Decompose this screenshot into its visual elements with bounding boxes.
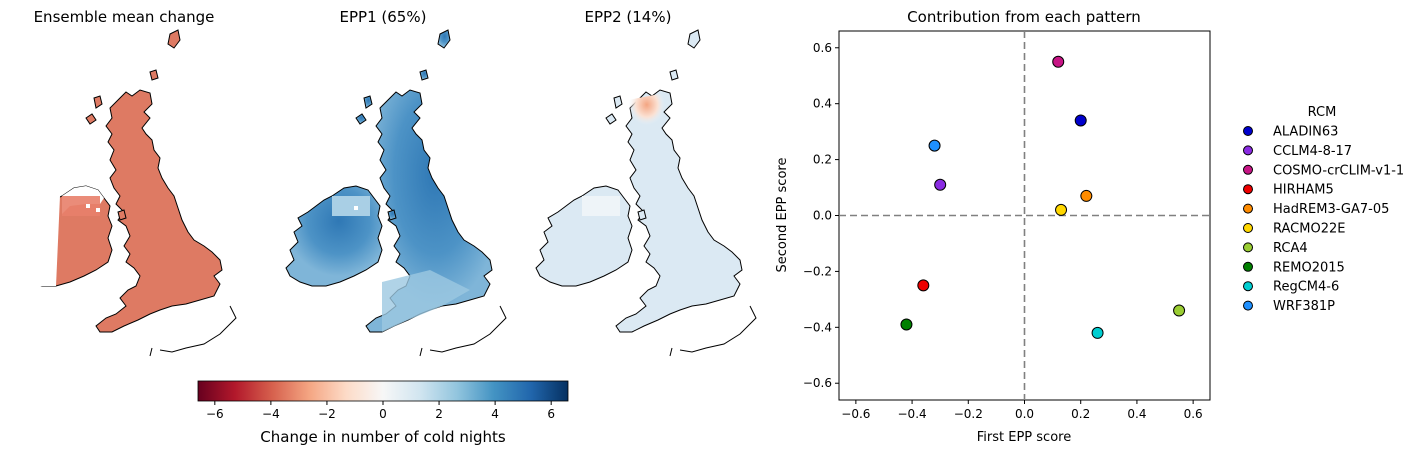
colorbar-tick-label: 4 bbox=[491, 407, 499, 421]
scatter-point-wrf381p bbox=[928, 139, 941, 152]
x-tick-label: 0.0 bbox=[1015, 407, 1034, 421]
colorbar-tick-label: 0 bbox=[379, 407, 387, 421]
x-tick-label: 0.2 bbox=[1071, 407, 1090, 421]
uk-map-ensemble-mean bbox=[14, 29, 237, 357]
x-tick-label: −0.2 bbox=[954, 407, 983, 421]
y-tick-label: −0.6 bbox=[803, 376, 832, 390]
colorbar-tick-label: 2 bbox=[435, 407, 443, 421]
legend-items: ALADIN63 CCLM4-8-17 COSMO-crCLIM-v1-1 HIRHA… bbox=[1243, 125, 1404, 314]
y-tick-label: 0.4 bbox=[813, 97, 832, 111]
legend-label: CCLM4-8-17 bbox=[1273, 144, 1352, 159]
x-tick-label: −0.6 bbox=[841, 407, 870, 421]
map-title-epp1: EPP1 (65%) bbox=[340, 8, 427, 26]
colorbar-gradient bbox=[197, 380, 569, 402]
scatter-point-remo2015 bbox=[900, 318, 913, 331]
colorbar-tick-label: 6 bbox=[547, 407, 555, 421]
colorbar-ticks: −6 −4 −2 0 2 4 6 bbox=[206, 401, 555, 421]
scatter-point-hirham5 bbox=[917, 279, 930, 292]
scatter-points bbox=[900, 55, 1186, 339]
y-tick-label: −0.2 bbox=[803, 264, 832, 278]
legend-label: COSMO-crCLIM-v1-1 bbox=[1273, 163, 1404, 178]
legend-label: RACMO22E bbox=[1273, 222, 1345, 237]
map-panel-epp2: EPP2 (14%) bbox=[535, 8, 757, 357]
scatter-point-cosmo-crclim-v1-1 bbox=[1052, 55, 1065, 68]
y-tick-label: 0.2 bbox=[813, 153, 832, 167]
colorbar: −6 −4 −2 0 2 4 6 Change in number of cold nigh… bbox=[197, 380, 569, 446]
scatter-point-cclm4-8-17 bbox=[934, 178, 947, 191]
legend-label: ALADIN63 bbox=[1273, 125, 1338, 140]
legend: RCM ALADIN63 CCLM4-8-17 COSMO-crCLIM-v1-1 H… bbox=[1243, 105, 1404, 314]
legend-marker bbox=[1243, 164, 1253, 175]
y-axis-ticks: −0.6 −0.4 −0.2 0.0 0.2 0.4 0.6 bbox=[803, 41, 839, 390]
legend-marker bbox=[1243, 261, 1253, 272]
x-axis-label: First EPP score bbox=[977, 430, 1071, 445]
scatter-panel: Contribution from each pattern −0.6 −0.4−… bbox=[775, 8, 1211, 445]
map-panel-ensemble-mean: Ensemble mean change bbox=[14, 8, 237, 357]
legend-marker bbox=[1243, 145, 1253, 156]
map-title-epp2: EPP2 (14%) bbox=[585, 8, 672, 26]
legend-marker bbox=[1243, 203, 1253, 214]
legend-label: RCA4 bbox=[1273, 241, 1308, 256]
uk-map-epp1 bbox=[285, 29, 507, 357]
scatter-point-regcm4-6 bbox=[1091, 326, 1104, 339]
x-axis-ticks: −0.6 −0.4 −0.2 0.0 0.2 0.4 0.6 bbox=[841, 400, 1203, 421]
scatter-point-rca4 bbox=[1173, 304, 1186, 317]
legend-title: RCM bbox=[1308, 105, 1337, 120]
y-tick-label: 0.6 bbox=[813, 41, 832, 55]
legend-label: WRF381P bbox=[1273, 299, 1335, 314]
legend-label: HIRHAM5 bbox=[1273, 183, 1334, 198]
map-title-ensemble-mean: Ensemble mean change bbox=[34, 8, 215, 26]
legend-marker bbox=[1243, 242, 1253, 253]
x-tick-label: 0.4 bbox=[1127, 407, 1146, 421]
legend-label: REMO2015 bbox=[1273, 260, 1345, 275]
legend-label: RegCM4-6 bbox=[1273, 280, 1339, 295]
colorbar-tick-label: −2 bbox=[318, 407, 336, 421]
colorbar-tick-label: −4 bbox=[262, 407, 280, 421]
legend-marker bbox=[1243, 281, 1253, 292]
colorbar-tick-label: −6 bbox=[206, 407, 224, 421]
scatter-point-racmo22e bbox=[1055, 203, 1068, 216]
uk-map-epp2 bbox=[535, 29, 757, 357]
y-axis-label: Second EPP score bbox=[775, 158, 790, 273]
legend-marker bbox=[1243, 300, 1253, 311]
x-tick-label: 0.6 bbox=[1184, 407, 1203, 421]
colorbar-label: Change in number of cold nights bbox=[260, 428, 506, 446]
scatter-point-hadrem3-ga7-05 bbox=[1080, 189, 1093, 202]
y-tick-label: 0.0 bbox=[813, 209, 832, 223]
legend-marker bbox=[1243, 126, 1253, 136]
legend-marker bbox=[1243, 184, 1253, 195]
scatter-point-aladin63 bbox=[1074, 114, 1087, 127]
map-panel-epp1: EPP1 (65%) bbox=[285, 8, 507, 357]
legend-label: HadREM3-GA7-05 bbox=[1273, 202, 1389, 217]
scatter-title: Contribution from each pattern bbox=[907, 8, 1141, 26]
y-tick-label: −0.4 bbox=[803, 320, 832, 334]
x-tick-label: −0.4 bbox=[898, 407, 927, 421]
legend-marker bbox=[1243, 223, 1253, 233]
